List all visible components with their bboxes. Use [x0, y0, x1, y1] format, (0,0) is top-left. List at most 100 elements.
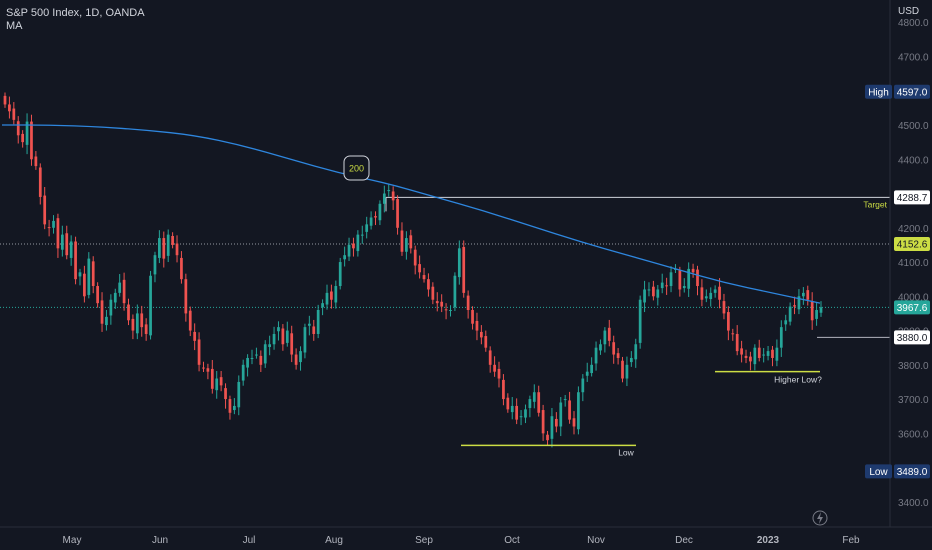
- candle-body: [405, 238, 408, 252]
- price-label-box: [894, 300, 930, 315]
- candle-body: [382, 193, 386, 204]
- candle-body: [810, 301, 814, 321]
- lightning-icon-ring: [812, 510, 828, 526]
- candle-body: [281, 328, 285, 345]
- price-tick-label: 4700.0: [898, 52, 929, 63]
- candle-body: [427, 279, 430, 290]
- candle-body: [219, 377, 223, 386]
- lightning-icon-bolt: [817, 512, 823, 524]
- candle-body: [294, 354, 298, 365]
- candle-body: [91, 261, 95, 287]
- candle-body: [453, 275, 457, 308]
- candle-body: [321, 303, 324, 308]
- candle-body: [678, 270, 682, 290]
- candle-body: [493, 364, 496, 372]
- price-label-tag-text: Low: [869, 467, 888, 478]
- candle-body: [656, 289, 660, 298]
- candle-body: [400, 230, 404, 252]
- price-label-value: 3967.6: [897, 303, 928, 314]
- candle-body: [365, 224, 369, 232]
- candle-body: [246, 357, 249, 368]
- price-tick-label: 3400.0: [898, 498, 929, 509]
- candle-body: [687, 268, 691, 289]
- higher-low-label: Higher Low?: [774, 375, 822, 385]
- moving-average-line: [1, 124, 821, 304]
- candle-body: [166, 234, 170, 256]
- candle-body: [396, 199, 399, 228]
- candle-body: [3, 95, 7, 105]
- candle-body: [8, 104, 11, 112]
- candle-body: [713, 289, 717, 293]
- candle-body: [819, 307, 823, 313]
- candle-body: [524, 409, 527, 418]
- candle-body: [554, 418, 558, 427]
- candle-body: [206, 368, 210, 372]
- candle-body: [722, 301, 726, 314]
- candle-body: [727, 312, 730, 331]
- time-tick-label: Aug: [325, 535, 343, 546]
- candle-body: [307, 323, 311, 326]
- time-tick-label: Feb: [842, 535, 860, 546]
- candle-body: [757, 347, 761, 358]
- price-tick-label: 4000.0: [898, 292, 929, 303]
- candle-body: [682, 286, 686, 289]
- candle-body: [87, 258, 91, 295]
- candle-body: [316, 310, 320, 334]
- candle-body: [616, 353, 620, 358]
- time-axis: May Jun Jul Aug Sep Oct Nov Dec 2023 Feb: [0, 510, 932, 546]
- candle-body: [184, 279, 188, 314]
- candle-body: [815, 310, 818, 319]
- candle-body: [74, 241, 77, 280]
- symbol-title[interactable]: S&P 500 Index, 1D, OANDA: [6, 7, 145, 19]
- time-tick-label: 2023: [757, 535, 780, 546]
- price-label-tag-text: High: [868, 87, 889, 98]
- time-tick-label: Nov: [587, 535, 605, 546]
- price-label-box: [894, 84, 930, 99]
- candle-body: [480, 331, 483, 338]
- candle-body: [312, 326, 316, 334]
- candle-body: [47, 227, 51, 229]
- price-label-tag: [865, 84, 892, 99]
- ma-period-bubble: [343, 155, 370, 181]
- candle-body: [647, 289, 651, 291]
- candle-body: [599, 344, 602, 351]
- candle-body: [374, 216, 377, 218]
- lightning-icon[interactable]: [812, 510, 828, 526]
- candle-body: [422, 275, 426, 280]
- candle-body: [210, 368, 214, 389]
- candle-body: [109, 299, 113, 316]
- candle-body: [268, 344, 272, 348]
- candle-body: [440, 301, 444, 307]
- price-label-value: 3880.0: [897, 333, 928, 344]
- candle-body: [197, 339, 201, 365]
- candle-body: [471, 310, 474, 324]
- candle-body: [625, 364, 629, 379]
- candle-body: [153, 255, 157, 275]
- candle-body: [122, 279, 126, 304]
- price-label-box: [894, 190, 930, 205]
- candle-body: [135, 313, 139, 334]
- candle-body: [360, 234, 364, 236]
- chart-legend: S&P 500 Index, 1D, OANDA MA: [6, 7, 145, 33]
- candle-body: [96, 286, 99, 304]
- candle-body: [735, 333, 739, 352]
- candle-body: [369, 217, 373, 226]
- candle-body: [391, 191, 395, 201]
- candle-body: [603, 330, 607, 345]
- candle-body: [762, 354, 766, 356]
- candle-body: [749, 356, 752, 362]
- candle-body: [753, 347, 757, 365]
- candle-body: [25, 121, 29, 145]
- candle-body: [634, 344, 638, 360]
- candle-body: [232, 405, 236, 411]
- price-label-value: 4152.6: [897, 240, 928, 251]
- indicator-label[interactable]: MA: [6, 20, 23, 32]
- candle-body: [175, 243, 179, 256]
- candle-body: [744, 355, 748, 358]
- candle-body: [69, 241, 73, 258]
- candle-body: [652, 286, 655, 297]
- candle-body: [343, 255, 346, 260]
- candle-body: [546, 434, 549, 441]
- candle-body: [594, 347, 598, 364]
